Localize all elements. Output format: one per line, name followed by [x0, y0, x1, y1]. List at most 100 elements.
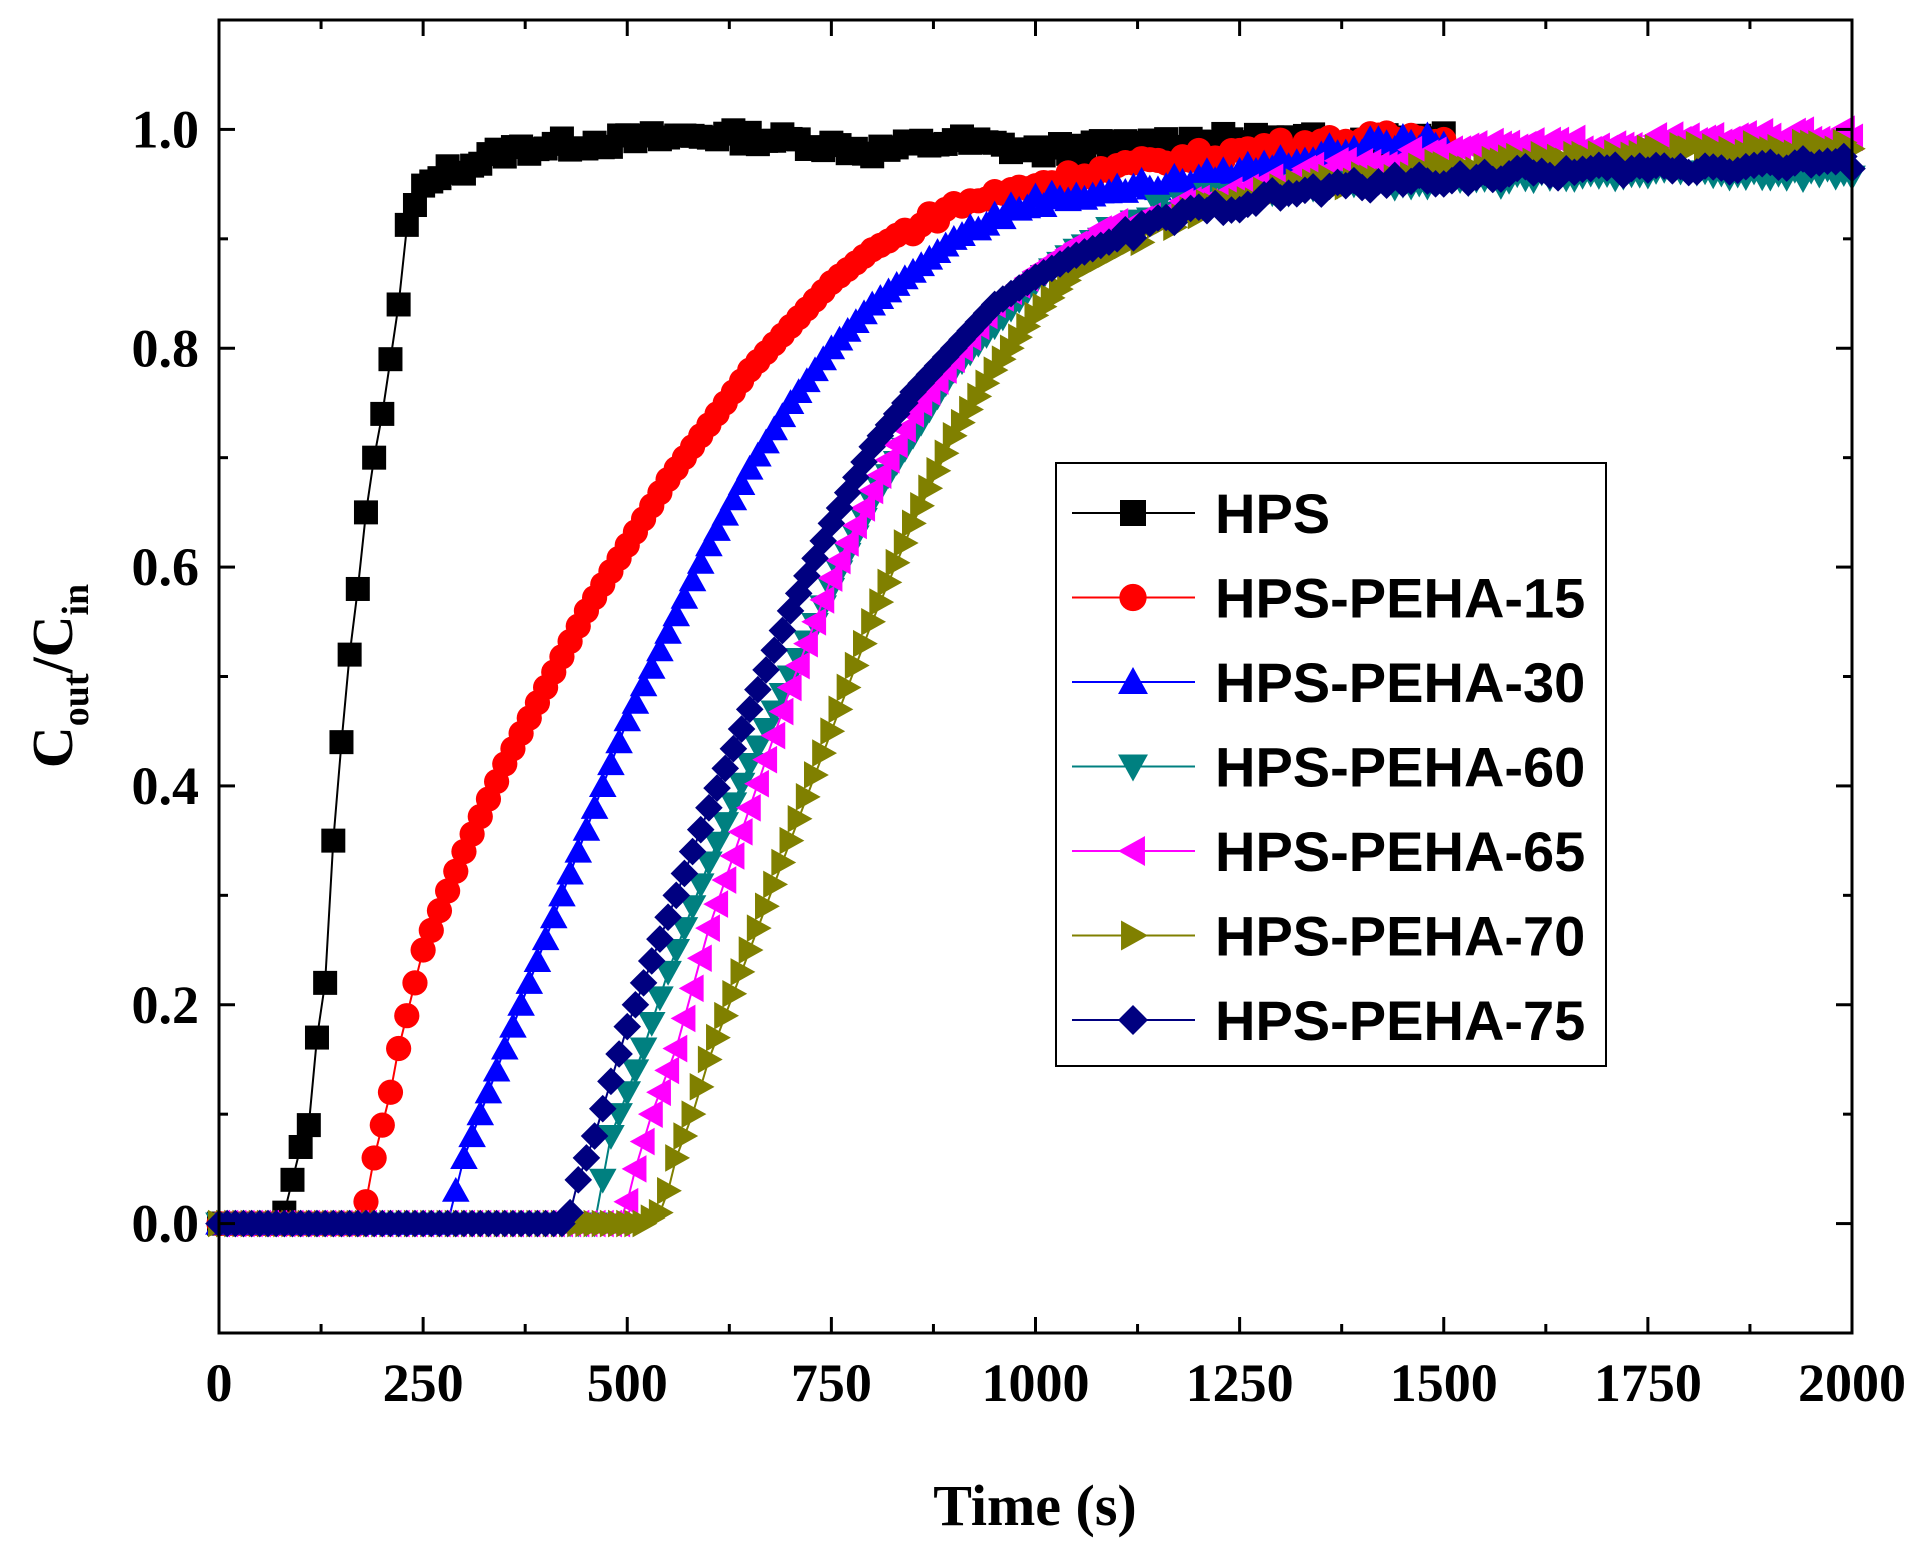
data-point — [755, 892, 780, 921]
data-point — [474, 1078, 503, 1104]
legend-item-hps-peha-30: HPS-PEHA-30 — [1072, 651, 1585, 714]
data-point — [866, 421, 895, 450]
data-point — [959, 395, 984, 424]
data-point — [768, 616, 797, 645]
legend-label: HPS-PEHA-15 — [1215, 567, 1585, 630]
data-point — [752, 745, 778, 774]
data-point — [697, 1045, 723, 1074]
data-point — [850, 494, 876, 522]
data-point — [637, 1100, 663, 1128]
data-point — [499, 1012, 527, 1038]
data-point — [304, 1025, 329, 1050]
data-point — [760, 721, 786, 750]
data-point — [670, 917, 699, 942]
y-axis-title-main: C — [20, 726, 85, 768]
data-point — [727, 772, 756, 798]
data-point — [678, 566, 707, 592]
data-point — [989, 204, 1017, 230]
data-point — [548, 881, 576, 907]
data-point — [654, 618, 682, 644]
data-point — [719, 485, 748, 511]
legend-item-hps-peha-70: HPS-PEHA-70 — [1072, 905, 1585, 968]
data-point — [613, 1012, 642, 1041]
data-point — [719, 842, 745, 870]
data-point — [738, 936, 764, 964]
data-point — [760, 636, 789, 665]
data-point — [689, 1073, 715, 1101]
data-point — [793, 562, 821, 590]
series-hps-peha-75 — [205, 142, 1866, 1238]
data-point — [801, 607, 827, 636]
data-point — [572, 815, 601, 841]
data-point — [730, 958, 756, 986]
data-point — [515, 969, 544, 994]
data-point — [784, 651, 810, 680]
data-point — [776, 673, 802, 702]
data-point — [695, 531, 723, 557]
data-point — [874, 446, 900, 474]
data-point — [719, 734, 748, 763]
data-point — [703, 774, 731, 802]
data-point — [637, 653, 666, 679]
data-point — [605, 1040, 633, 1068]
data-point — [418, 917, 444, 943]
data-point — [588, 1094, 617, 1123]
data-point — [711, 754, 740, 783]
legend-item-hps-peha-60: HPS-PEHA-60 — [1072, 736, 1585, 799]
data-point — [288, 1134, 313, 1159]
x-tick-label: 1500 — [1390, 1353, 1498, 1413]
legend-item-hps-peha-15: HPS-PEHA-15 — [1072, 567, 1585, 630]
data-point — [654, 1056, 680, 1085]
data-point — [861, 607, 886, 636]
data-point — [646, 925, 674, 953]
data-point — [613, 706, 642, 732]
ticks-layer — [217, 18, 1854, 1335]
legend-marker — [1118, 1005, 1148, 1035]
data-point — [744, 675, 772, 704]
data-point — [646, 986, 674, 1012]
data-point — [686, 548, 715, 574]
data-point — [394, 1003, 420, 1029]
y-tick-label: 0.8 — [132, 318, 200, 378]
data-point — [787, 804, 813, 833]
y-axis-title: Cout/Cin — [20, 584, 97, 768]
data-point — [539, 903, 568, 929]
data-point — [678, 895, 707, 921]
data-point — [490, 1034, 519, 1060]
legend-marker — [1118, 754, 1148, 782]
data-point — [353, 1189, 379, 1215]
data-point — [441, 1176, 470, 1202]
data-point — [678, 837, 707, 866]
data-point — [942, 421, 968, 450]
legend-label: HPS-PEHA-75 — [1215, 989, 1585, 1052]
data-point — [972, 299, 1001, 328]
legend-label: HPS — [1215, 482, 1330, 545]
data-point — [1111, 216, 1140, 244]
data-point — [703, 831, 731, 857]
data-point — [386, 292, 411, 317]
data-point — [654, 903, 682, 932]
data-point — [613, 1081, 642, 1107]
data-point — [588, 772, 617, 797]
legend-label: HPS-PEHA-65 — [1215, 820, 1585, 883]
data-point — [804, 761, 829, 789]
x-tick-label: 500 — [587, 1353, 668, 1413]
legend-marker — [1121, 920, 1148, 951]
data-point — [752, 656, 780, 684]
data-point — [531, 925, 560, 951]
y-axis-title-sub-out: out — [55, 673, 97, 726]
data-point — [1446, 160, 1474, 188]
data-point — [768, 402, 797, 428]
legend-item-hps-peha-65: HPS-PEHA-65 — [1072, 820, 1585, 883]
data-point — [869, 588, 895, 616]
data-point — [1397, 167, 1425, 196]
data-point — [670, 1004, 696, 1033]
data-point — [711, 500, 740, 526]
data-point — [629, 1037, 658, 1063]
data-point — [681, 1100, 707, 1128]
data-point — [580, 1122, 609, 1150]
x-axis-title: Time (s) — [933, 1473, 1137, 1538]
data-point — [842, 511, 867, 540]
data-point — [657, 1176, 682, 1205]
